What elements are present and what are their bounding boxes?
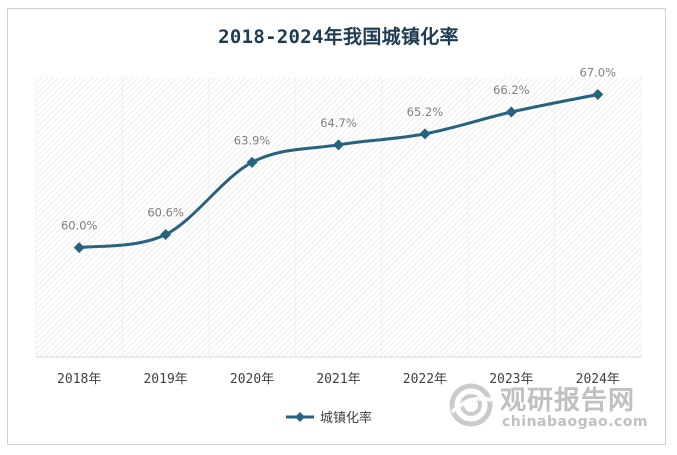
data-point-marker	[419, 128, 431, 140]
data-label: 64.7%	[320, 116, 357, 130]
watermark-logo-icon	[449, 383, 493, 427]
data-label: 60.0%	[61, 219, 98, 233]
plot-area	[36, 77, 641, 357]
data-point-marker	[333, 139, 344, 151]
data-point-marker	[505, 106, 517, 118]
x-tick-label: 2019年	[143, 372, 187, 387]
data-point-marker	[592, 89, 604, 100]
legend-marker	[295, 412, 305, 422]
x-tick-label: 2018年	[57, 372, 101, 387]
x-tick-label: 2023年	[489, 372, 533, 387]
data-label: 60.6%	[147, 206, 184, 220]
x-tick-label: 2021年	[316, 372, 360, 387]
x-tick-label: 2022年	[403, 372, 447, 387]
legend-label: 城镇化率	[320, 410, 372, 426]
watermark: 观研报告网 chinabaogao.com	[448, 374, 648, 438]
data-point-marker	[246, 156, 258, 168]
watermark-url: chinabaogao.com	[502, 414, 648, 430]
data-point-marker	[73, 242, 85, 254]
data-label: 66.2%	[493, 83, 530, 97]
data-point-marker	[160, 229, 172, 240]
data-label: 65.2%	[407, 105, 444, 119]
x-tick-label: 2024年	[576, 372, 620, 387]
data-label: 63.9%	[234, 133, 271, 147]
data-label: 67.0%	[580, 66, 617, 80]
chart-title: 2018-2024年我国城镇化率	[218, 26, 459, 48]
x-tick-label: 2020年	[230, 372, 274, 387]
watermark-text: 观研报告网	[500, 386, 636, 416]
